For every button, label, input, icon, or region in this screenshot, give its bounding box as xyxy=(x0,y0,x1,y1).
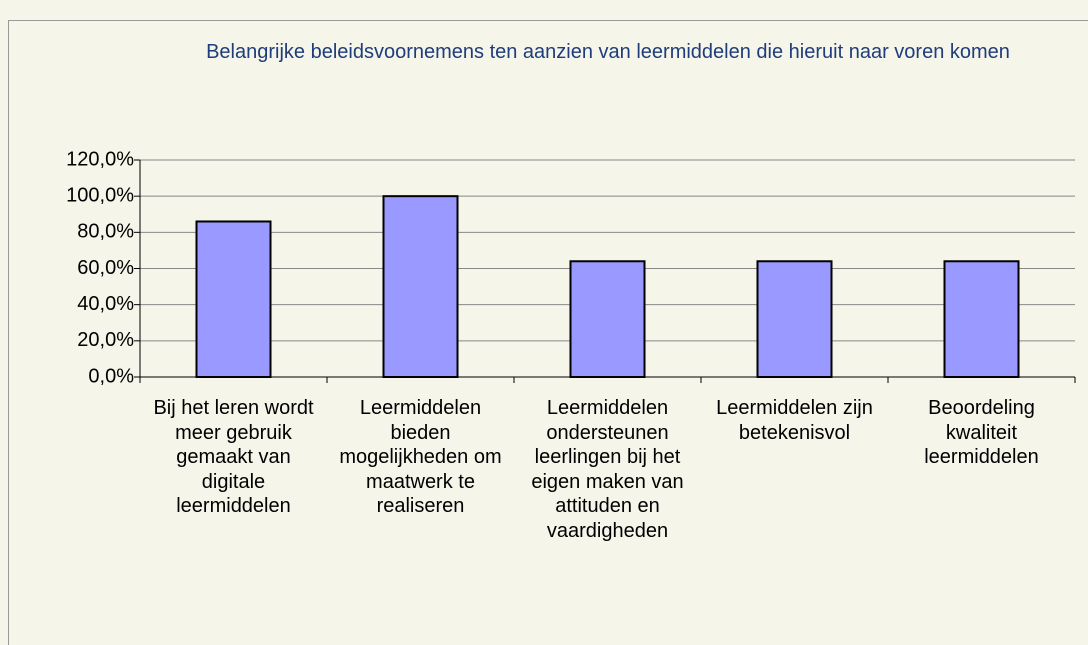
y-tick-label: 40,0% xyxy=(77,293,134,315)
y-tick-label: 100,0% xyxy=(66,184,134,206)
bar xyxy=(569,260,646,378)
y-tick-label: 80,0% xyxy=(77,221,134,243)
y-tick-label: 20,0% xyxy=(77,329,134,351)
x-tick-label: Leermiddelen zijn betekenisvol xyxy=(716,397,873,444)
x-tick-label: Bij het leren wordt meer gebruik gemaakt… xyxy=(153,397,314,517)
chart-title: Belangrijke beleidsvoornemens ten aanzie… xyxy=(206,41,1010,63)
x-tick-label: Beoordeling kwaliteit leermiddelen xyxy=(924,397,1039,468)
bar xyxy=(756,260,833,378)
x-tick-label: Leermiddelen ondersteunen leerlingen bij… xyxy=(531,397,684,542)
bar xyxy=(382,195,459,378)
bar xyxy=(195,220,272,378)
y-tick-label: 0,0% xyxy=(88,365,134,387)
y-tick-label: 120,0% xyxy=(66,148,134,170)
y-tick-label: 60,0% xyxy=(77,257,134,279)
chart-frame xyxy=(8,20,1088,645)
x-tick-label: Leermiddelen bieden mogelijkheden om maa… xyxy=(339,397,502,517)
bar xyxy=(943,260,1020,378)
